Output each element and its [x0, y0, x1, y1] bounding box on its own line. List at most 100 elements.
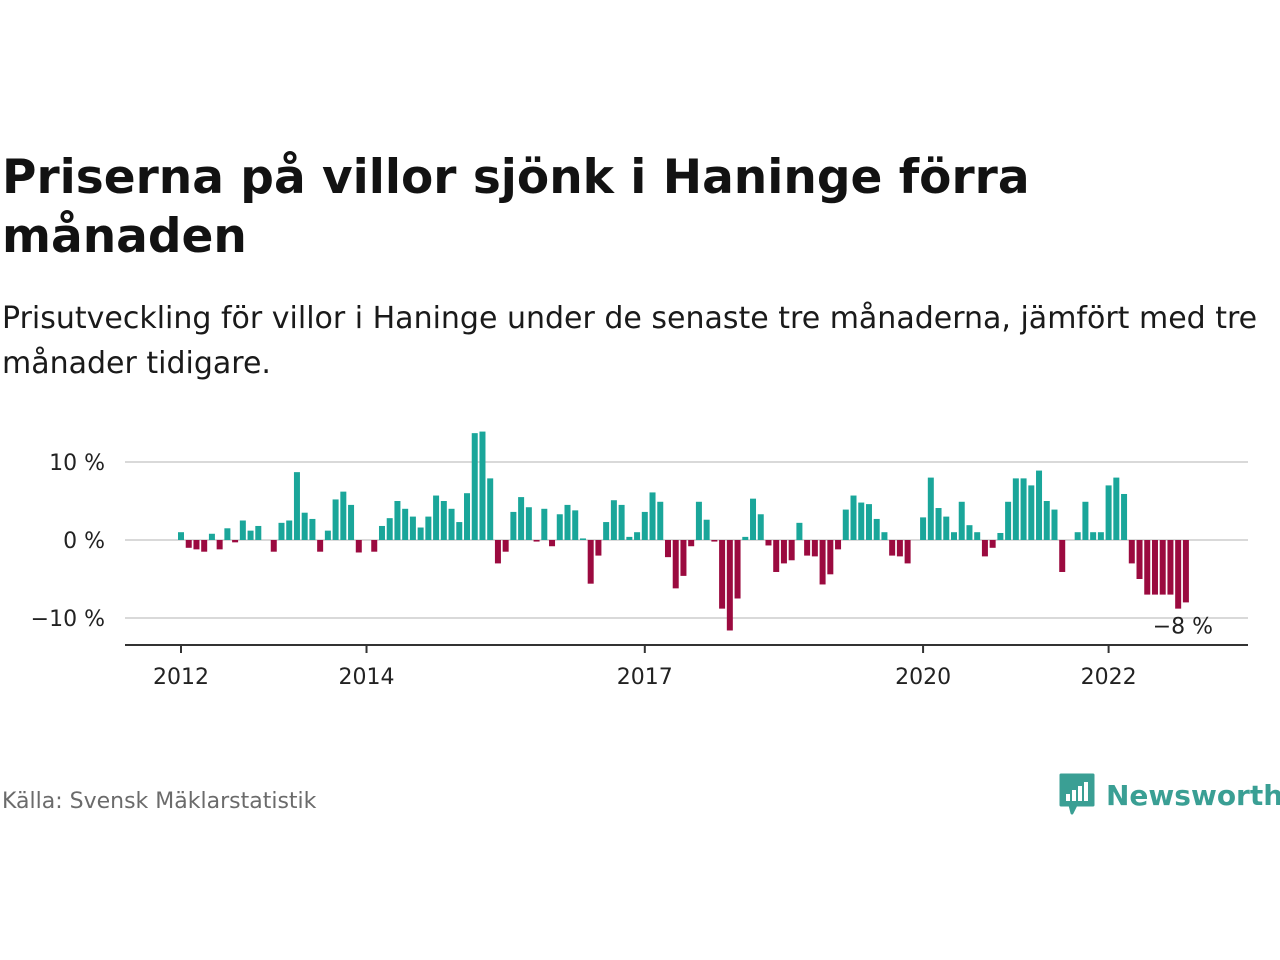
chart-title: Priserna på villor sjönk i Haninge förra… [2, 150, 1030, 264]
bar [471, 433, 478, 540]
bar [765, 540, 772, 546]
gridlines: 10 % 0 % −10 % [31, 451, 1248, 632]
bar [920, 517, 927, 540]
bar [618, 504, 625, 540]
bars [178, 431, 1189, 631]
bar [572, 510, 579, 540]
x-tick-label: 2020 [895, 665, 951, 690]
bar [703, 519, 710, 540]
bar [193, 540, 200, 550]
bar [1074, 532, 1081, 540]
bar [989, 540, 996, 548]
bar [232, 540, 239, 543]
last-value-label: −8 % [1153, 614, 1213, 639]
bar [688, 540, 695, 547]
bar [974, 532, 981, 540]
bar [348, 504, 355, 540]
x-tick-label: 2017 [617, 665, 673, 690]
bar [255, 525, 262, 540]
bar [378, 525, 385, 540]
bar [981, 540, 988, 557]
bar [935, 508, 942, 540]
bar [1159, 540, 1166, 595]
bar [1121, 493, 1128, 540]
bar-chart: 10 % 0 % −10 % 2012 2014 2017 2020 2022 −8 % [31, 431, 1248, 690]
newsworthy-logo-icon [1059, 773, 1095, 815]
bar [487, 478, 494, 540]
bar [603, 522, 610, 540]
bar [440, 501, 447, 540]
bar [827, 540, 834, 575]
bar [1136, 540, 1143, 579]
bar [889, 540, 896, 556]
bar [417, 527, 424, 540]
bar [626, 536, 633, 540]
bar [278, 522, 285, 540]
bar [456, 522, 463, 540]
bar [835, 540, 842, 550]
bar [819, 540, 826, 585]
bar [1090, 532, 1097, 540]
bar [788, 540, 795, 561]
bar [695, 501, 702, 540]
bar [610, 500, 617, 540]
bar [1059, 540, 1066, 572]
bar [634, 532, 641, 540]
bar [896, 540, 903, 557]
bar [317, 540, 324, 552]
x-tick-label: 2012 [153, 665, 209, 690]
bar [525, 507, 532, 540]
bar [1167, 540, 1174, 595]
bar [997, 532, 1004, 540]
bar [719, 540, 726, 609]
bar [394, 501, 401, 540]
bar [780, 540, 787, 564]
bar [1005, 501, 1012, 540]
bar [518, 497, 525, 540]
bar [858, 502, 865, 540]
bar [494, 540, 501, 564]
bar [1082, 501, 1089, 540]
bar [966, 525, 973, 540]
bar [711, 540, 718, 542]
bar [564, 504, 571, 540]
y-tick-label: 10 % [49, 451, 105, 476]
y-tick-label: 0 % [63, 529, 105, 554]
bar [1182, 540, 1189, 603]
bar [355, 540, 362, 553]
bar [587, 540, 594, 584]
bar [178, 532, 184, 540]
bar [958, 501, 965, 540]
bar [301, 512, 308, 540]
bar [502, 540, 509, 552]
bar [742, 536, 749, 540]
bar [409, 516, 416, 540]
bar [750, 498, 757, 540]
bar [1051, 509, 1058, 540]
bar [865, 504, 872, 540]
bar [811, 540, 818, 557]
bar [657, 501, 664, 540]
bar [332, 499, 339, 540]
bar [1020, 478, 1027, 540]
bar [951, 532, 957, 540]
bar [943, 516, 950, 540]
bar [1113, 477, 1120, 540]
brand-name: Newsworthy [1106, 778, 1280, 812]
bar [796, 522, 803, 540]
bar [672, 540, 679, 589]
bar [533, 540, 540, 542]
bar [881, 532, 888, 540]
bar [464, 493, 471, 540]
bar [293, 472, 300, 540]
bar [448, 508, 455, 540]
bar [1175, 540, 1182, 609]
x-axis-ticks: 2012 2014 2017 2020 2022 [153, 645, 1137, 690]
newsworthy-brand: Newsworthy [1058, 772, 1280, 818]
bar [680, 540, 687, 576]
bar [873, 518, 880, 540]
bar [1036, 470, 1043, 540]
chart-subtitle: Prisutveckling för villor i Haninge unde… [2, 301, 1258, 381]
bar [1012, 478, 1019, 540]
bar [425, 516, 432, 540]
